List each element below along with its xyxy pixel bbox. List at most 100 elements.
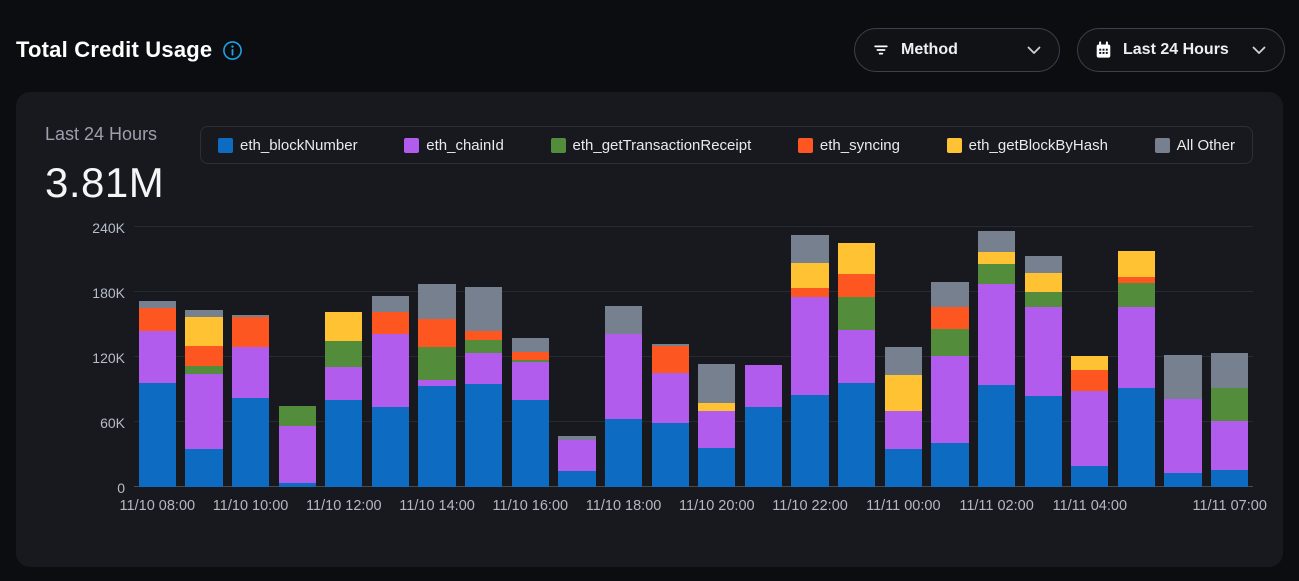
bar-segment-eth_blockNumber [1071, 466, 1109, 487]
bar-segment-eth_getBlockByHash [1024, 272, 1062, 293]
bar[interactable] [880, 227, 927, 487]
legend-label: eth_syncing [819, 136, 900, 154]
bar-segment-eth_getTransactionReceipt [838, 297, 876, 330]
bar-stack [1211, 227, 1249, 487]
bar[interactable] [1160, 227, 1207, 487]
bar-segment-eth_chainId [977, 284, 1016, 386]
bar-segment-eth_getBlockByHash [325, 311, 363, 341]
usage-card: Last 24 Hours 3.81M eth_blockNumber eth_c… [16, 92, 1283, 567]
bar-segment-eth_blockNumber [884, 449, 922, 487]
bar-segment-eth_getBlockByHash [1117, 250, 1156, 277]
y-tick-label: 60K [100, 415, 125, 431]
bar-segment-eth_getBlockByHash [884, 375, 922, 412]
bar[interactable] [414, 227, 461, 487]
plot-area [134, 226, 1253, 487]
filter-bar: Method Las [854, 28, 1285, 72]
page-header: Total Credit Usage Method [0, 0, 1299, 92]
bar-segment-All Other [511, 337, 549, 352]
date-range-dropdown[interactable]: Last 24 Hours [1077, 28, 1285, 72]
bar[interactable] [1020, 227, 1067, 487]
legend-item-eth_getTransactionReceipt[interactable]: eth_getTransactionReceipt [550, 137, 751, 154]
bar-segment-eth_chainId [931, 355, 969, 443]
bar[interactable] [321, 227, 368, 487]
bar[interactable] [1067, 227, 1114, 487]
bar[interactable] [274, 227, 321, 487]
bar-segment-eth_getBlockByHash [977, 251, 1016, 264]
x-tick-label: 11/10 08:00 [119, 498, 196, 514]
bar-stack [465, 227, 503, 487]
bar-segment-eth_chainId [744, 364, 783, 407]
bar[interactable] [1113, 227, 1160, 487]
legend-swatch [404, 137, 420, 153]
bar-segment-eth_syncing [838, 273, 876, 298]
bar[interactable] [647, 227, 694, 487]
bar-segment-eth_blockNumber [185, 449, 223, 487]
calendar-icon [1095, 41, 1112, 59]
bars-layer [134, 227, 1253, 487]
y-tick-label: 0 [117, 480, 125, 496]
info-icon[interactable] [222, 40, 243, 61]
title-wrap: Total Credit Usage [16, 37, 243, 63]
bar-segment-eth_chainId [838, 329, 876, 383]
bar[interactable] [460, 227, 507, 487]
method-dropdown-label: Method [901, 41, 958, 58]
bar-segment-eth_syncing [465, 331, 503, 340]
x-tick-label: 11/11 07:00 [1192, 498, 1267, 514]
bar[interactable] [973, 227, 1020, 487]
x-tick-label: 11/10 12:00 [306, 498, 382, 514]
bar[interactable] [554, 227, 601, 487]
bar-stack [1071, 227, 1109, 487]
chevron-down-icon [1252, 46, 1266, 55]
bar-segment-eth_getTransactionReceipt [1117, 283, 1156, 308]
method-dropdown[interactable]: Method [854, 28, 1060, 72]
bar-segment-eth_syncing [371, 311, 410, 335]
bar-segment-eth_getTransactionReceipt [325, 340, 363, 367]
bar[interactable] [740, 227, 787, 487]
bar-segment-eth_blockNumber [511, 400, 549, 487]
bar-segment-eth_syncing [511, 351, 549, 361]
bar[interactable] [507, 227, 554, 487]
legend-item-eth_getBlockByHash[interactable]: eth_getBlockByHash [946, 137, 1108, 154]
bar[interactable] [833, 227, 880, 487]
bar-segment-All Other [698, 363, 736, 403]
legend-item-All Other[interactable]: All Other [1154, 137, 1235, 154]
bar[interactable] [927, 227, 974, 487]
bar-segment-eth_blockNumber [744, 406, 783, 487]
bar-segment-eth_blockNumber [1164, 472, 1202, 487]
bar-segment-eth_chainId [1071, 390, 1109, 467]
bar-segment-All Other [138, 300, 176, 309]
bar-segment-eth_blockNumber [1024, 396, 1062, 487]
bar-segment-eth_syncing [185, 346, 223, 366]
x-tick-label: 11/10 20:00 [679, 498, 755, 514]
bar-segment-eth_getBlockByHash [838, 243, 876, 274]
bar[interactable] [367, 227, 414, 487]
bar-segment-eth_chainId [278, 426, 316, 483]
bar[interactable] [600, 227, 647, 487]
legend-item-eth_syncing[interactable]: eth_syncing [797, 136, 900, 154]
legend-item-eth_blockNumber[interactable]: eth_blockNumber [218, 137, 358, 154]
bar[interactable] [1206, 227, 1253, 487]
legend-item-eth_chainId[interactable]: eth_chainId [404, 137, 504, 154]
x-tick-label: 11/11 02:00 [959, 498, 1034, 514]
bar-segment-eth_blockNumber [1117, 388, 1156, 487]
bar-stack [371, 227, 410, 487]
bar-segment-eth_getTransactionReceipt [418, 347, 456, 380]
bar-stack [604, 227, 643, 487]
bar-segment-eth_chainId [558, 440, 596, 471]
bar-segment-eth_blockNumber [838, 383, 876, 487]
bar-segment-eth_blockNumber [698, 448, 736, 487]
bar[interactable] [787, 227, 834, 487]
bar[interactable] [227, 227, 274, 487]
x-tick-label: 11/11 04:00 [1052, 498, 1128, 514]
bar-stack [511, 227, 549, 487]
bar-segment-eth_chainId [418, 379, 456, 387]
bar[interactable] [694, 227, 741, 487]
bar-segment-All Other [791, 234, 829, 263]
bar-segment-eth_blockNumber [278, 482, 316, 487]
bar[interactable] [134, 227, 181, 487]
bar-segment-eth_chainId [1211, 420, 1249, 470]
bar[interactable] [181, 227, 228, 487]
bar-segment-eth_syncing [231, 316, 270, 348]
bar-segment-eth_chainId [884, 411, 922, 450]
bar-stack [791, 227, 829, 487]
